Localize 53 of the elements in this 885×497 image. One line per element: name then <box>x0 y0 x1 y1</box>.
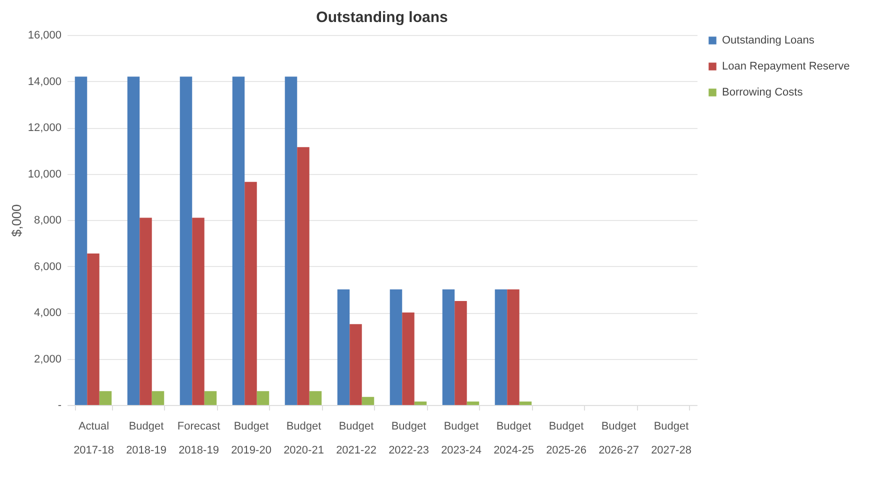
bar <box>127 76 140 405</box>
bar <box>284 76 298 405</box>
legend-label: Outstanding Loans <box>722 34 815 46</box>
bar <box>204 391 217 405</box>
legend-label: Loan Repayment Reserve <box>722 60 850 72</box>
x-tick-label: Budget 2027-28 <box>651 420 692 456</box>
bar <box>192 218 204 405</box>
y-tick-label: 4,000 <box>34 307 62 319</box>
x-tick-label: Budget 2025-26 <box>546 420 586 456</box>
bar <box>494 289 508 405</box>
x-tick-label: Forecast 2018-19 <box>177 420 220 456</box>
bar <box>244 182 257 405</box>
bar <box>232 76 245 405</box>
bar <box>350 324 362 405</box>
bar <box>152 391 164 405</box>
bar <box>414 402 427 405</box>
bar <box>442 289 455 405</box>
bar <box>99 391 112 405</box>
y-tick-label: 12,000 <box>28 122 62 134</box>
legend-label: Borrowing Costs <box>722 86 804 98</box>
chart-title: Outstanding loans <box>316 9 448 26</box>
bar <box>466 402 480 405</box>
y-tick-label: 14,000 <box>28 76 62 88</box>
bar <box>309 391 322 405</box>
x-tick-label: Budget 2021-22 <box>336 420 376 456</box>
y-axis-title: $,000 <box>8 204 24 237</box>
y-tick-label: 16,000 <box>28 30 62 42</box>
bar <box>297 147 310 405</box>
bar <box>256 391 270 405</box>
y-tick-label: 6,000 <box>34 260 62 273</box>
bar <box>390 289 402 405</box>
x-tick-label: Actual 2017-18 <box>74 420 114 456</box>
bar <box>74 76 88 405</box>
bar <box>180 76 192 405</box>
x-tick-label: Budget 2024-25 <box>494 420 534 456</box>
bar <box>362 396 374 405</box>
bar <box>140 218 152 405</box>
bar <box>337 289 350 405</box>
x-tick-label: Budget 2026-27 <box>598 420 639 456</box>
bar <box>507 289 520 405</box>
x-tick-label: Budget 2022-23 <box>388 420 429 456</box>
x-tick-label: Budget 2020-21 <box>284 420 324 456</box>
bar <box>454 300 467 405</box>
bar <box>402 312 414 405</box>
y-tick-label: - <box>58 400 62 412</box>
x-tick-label: Budget 2018-19 <box>126 420 166 456</box>
y-tick-label: 8,000 <box>34 214 62 226</box>
x-tick-label: Budget 2019-20 <box>231 420 272 456</box>
bar <box>87 254 100 405</box>
bar <box>519 402 532 405</box>
x-tick-label: Budget 2023-24 <box>441 420 482 456</box>
y-tick-label: 2,000 <box>34 353 62 366</box>
y-tick-label: 10,000 <box>28 168 62 180</box>
